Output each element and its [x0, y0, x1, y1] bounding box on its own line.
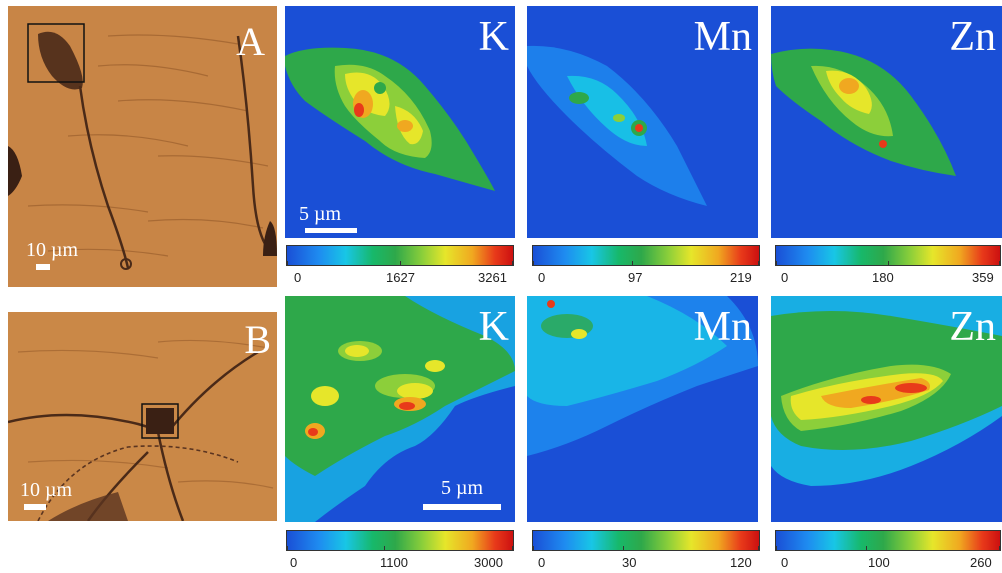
colorbar-row1-mn-min: 0: [538, 270, 546, 285]
map-row2-k: K 5 µm: [285, 296, 515, 522]
map-row1-mn: Mn: [527, 6, 758, 238]
colorbar-row1-mn-max: 219: [730, 270, 752, 285]
colorbar-row1-mn-mid: 97: [628, 270, 643, 285]
map-row1-k: K 5 µm: [285, 6, 515, 238]
scale-bar-b: [24, 504, 46, 510]
map-row2-mn: Mn: [527, 296, 758, 522]
colorbar-row2-k-max: 3000: [474, 555, 503, 570]
scale-bar-a: [36, 264, 50, 270]
scale-label-a: 10 µm: [26, 239, 79, 261]
scale-label-b: 10 µm: [20, 479, 73, 501]
colorbar-row2-mn-max: 120: [730, 555, 752, 570]
colorbar-row2-zn: [775, 530, 1001, 551]
colorbar-row1-zn-max: 359: [972, 270, 994, 285]
colorbar-row1-zn: [775, 245, 1001, 266]
colorbar-row1-zn-mid: 180: [872, 270, 894, 285]
colorbar-row2-mn-mid: 30: [622, 555, 637, 570]
colorbar-row2-mn-min: 0: [538, 555, 546, 570]
colorbar-row1-zn-min: 0: [781, 270, 789, 285]
colorbar-row2-k: [286, 530, 514, 551]
colorbar-row1-mn: [532, 245, 760, 266]
colorbar-row2-mn: [532, 530, 760, 551]
colorbar-row1-k-mid: 1627: [386, 270, 415, 285]
colorbar-row2-zn-min: 0: [781, 555, 789, 570]
scale-bar-row2: [423, 504, 501, 510]
map-row1-zn: Zn: [771, 6, 1002, 238]
panel-letter-a: A: [236, 19, 265, 64]
scale-label-row2: 5 µm: [441, 477, 484, 499]
panel-letter-b: B: [244, 317, 271, 362]
element-label-mn-row2: Mn: [693, 304, 752, 350]
micrograph-a: A 10 µm: [8, 6, 277, 287]
colorbar-row2-zn-max: 260: [970, 555, 992, 570]
element-label-k-row1: K: [478, 14, 509, 60]
colorbar-row2-k-mid: 1100: [380, 555, 408, 570]
map-row2-zn: Zn: [771, 296, 1002, 522]
element-label-k-row2: K: [478, 304, 509, 350]
colorbar-row1-k-min: 0: [294, 270, 302, 285]
element-label-mn-row1: Mn: [693, 14, 752, 60]
micrograph-b: B 10 µm: [8, 312, 277, 521]
colorbar-row1-k: [286, 245, 514, 266]
scale-label-row1: 5 µm: [299, 203, 342, 225]
scale-bar-row1: [305, 228, 357, 233]
element-label-zn-row1: Zn: [949, 14, 996, 60]
colorbar-row2-zn-mid: 100: [868, 555, 890, 570]
colorbar-row2-k-min: 0: [290, 555, 298, 570]
colorbar-row1-k-max: 3261: [478, 270, 507, 285]
element-label-zn-row2: Zn: [949, 304, 996, 350]
